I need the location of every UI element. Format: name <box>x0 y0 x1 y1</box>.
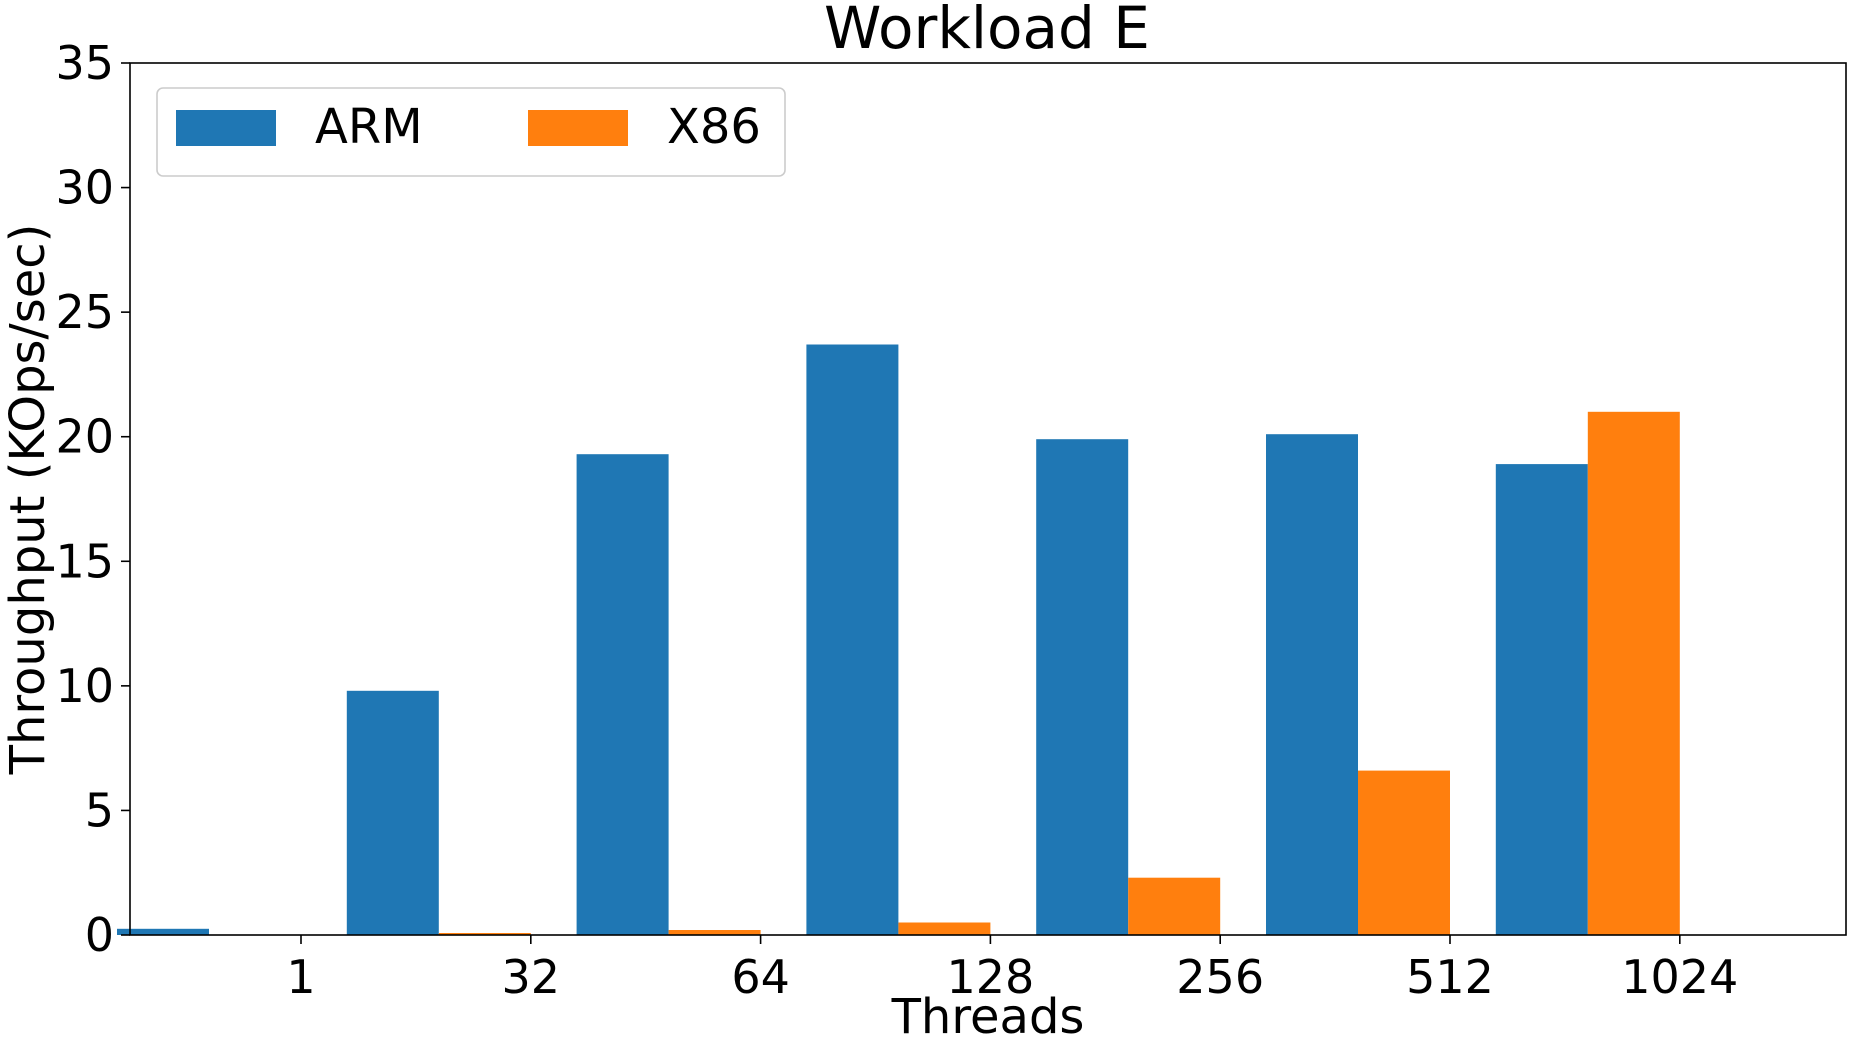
x-tick-label: 128 <box>946 950 1034 1004</box>
y-tick-label: 5 <box>85 783 114 837</box>
y-tick-label: 20 <box>55 410 114 464</box>
legend-label-x86: X86 <box>667 99 761 155</box>
y-tick-label: 25 <box>55 285 114 339</box>
bar-arm-1024 <box>1495 464 1588 935</box>
x-tick-label: 512 <box>1406 950 1494 1004</box>
bar-x86-64 <box>668 930 761 935</box>
bar-arm-1 <box>117 928 209 935</box>
bar-x86-512 <box>1358 770 1450 935</box>
y-tick-label: 35 <box>55 36 114 90</box>
bar-x86-128 <box>898 922 991 935</box>
legend-label-arm: ARM <box>315 99 423 155</box>
x-tick-label: 32 <box>502 950 561 1004</box>
legend-swatch-x86 <box>528 110 628 146</box>
bars-layer <box>117 344 1680 935</box>
bar-arm-256 <box>1036 439 1129 935</box>
plot-frame <box>129 62 1847 936</box>
x-tick-label: 1 <box>286 950 315 1004</box>
chart-title: Workload E <box>824 0 1150 62</box>
y-axis: 0 5 10 15 20 25 30 35 <box>55 36 130 962</box>
y-tick-label: 30 <box>55 161 114 215</box>
x-tick-label: 64 <box>731 950 790 1004</box>
bar-x86-32 <box>438 933 531 935</box>
y-tick-label: 0 <box>85 908 114 962</box>
y-tick-label: 10 <box>55 659 114 713</box>
legend-swatch-arm <box>176 110 276 146</box>
legend: ARM X86 <box>156 87 786 177</box>
x-tick-label: 1024 <box>1621 950 1738 1004</box>
bar-arm-64 <box>576 454 669 935</box>
x-tick-label: 256 <box>1176 950 1264 1004</box>
y-axis-label: Throughput (KOps/sec) <box>0 224 56 776</box>
bar-x86-1024 <box>1587 411 1680 935</box>
bar-arm-32 <box>346 690 439 935</box>
x-axis-label: Threads <box>891 989 1085 1045</box>
bar-x86-256 <box>1128 877 1221 935</box>
bar-arm-512 <box>1266 434 1358 935</box>
bar-arm-128 <box>806 344 899 935</box>
x-axis: 1 32 64 128 256 512 1024 <box>286 935 1738 1004</box>
y-tick-label: 15 <box>55 534 114 588</box>
